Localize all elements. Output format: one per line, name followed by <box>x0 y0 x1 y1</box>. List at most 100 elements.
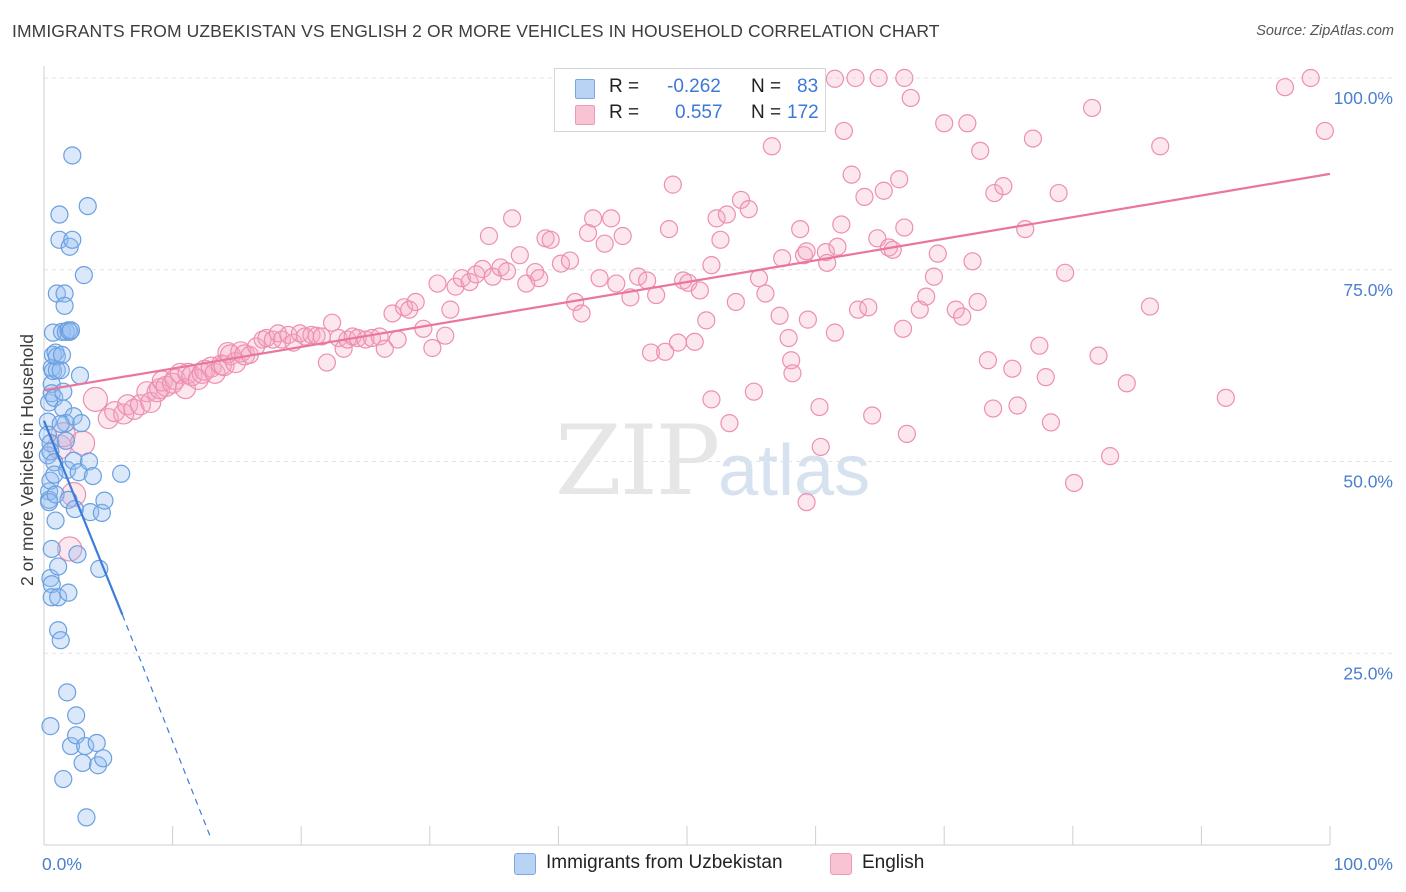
data-point-uzbekistan <box>63 146 82 165</box>
data-point-uzbekistan <box>56 414 75 433</box>
data-point-uzbekistan <box>70 366 90 385</box>
data-point-english <box>1041 413 1061 432</box>
data-point-english <box>782 351 801 370</box>
data-point-english <box>613 226 632 246</box>
data-point-uzbekistan <box>49 557 68 576</box>
data-point-english <box>720 414 739 433</box>
data-point-english <box>317 353 337 372</box>
data-point-uzbekistan <box>54 399 73 418</box>
data-point-english <box>1082 98 1102 118</box>
tick-labels: 25.0% 50.0% 75.0% 100.0% 0.0% 100.0% <box>42 88 1393 874</box>
data-point-english <box>901 88 920 108</box>
data-point-english <box>978 351 998 370</box>
y-tick-label: 100.0% <box>1334 88 1393 108</box>
data-point-english <box>560 251 580 270</box>
x-tick-label: 0.0% <box>42 854 82 874</box>
data-point-english <box>762 137 781 156</box>
data-point-english <box>479 226 499 246</box>
data-point-english <box>428 274 447 293</box>
data-point-english <box>874 181 893 200</box>
data-point-english <box>1089 346 1108 365</box>
trend-line-uzbekistan <box>42 420 124 616</box>
data-point-english <box>749 269 769 288</box>
data-point-english <box>963 252 982 271</box>
data-point-uzbekistan <box>49 588 68 607</box>
data-point-english <box>1216 388 1235 407</box>
data-point-english <box>1030 336 1049 355</box>
data-point-uzbekistan <box>56 431 75 450</box>
data-point-english <box>1049 183 1068 203</box>
data-point-english <box>584 209 603 228</box>
legend-label-english: English <box>862 852 925 873</box>
data-point-english <box>602 209 621 228</box>
data-point-english <box>483 267 502 286</box>
legend-swatch-uzbekistan <box>514 853 536 875</box>
data-point-english <box>779 328 798 348</box>
data-point-uzbekistan <box>61 321 81 340</box>
data-point-uzbekistan <box>94 749 113 768</box>
data-point-english <box>82 386 109 412</box>
data-point-english <box>1100 447 1120 466</box>
data-point-english <box>1055 263 1075 282</box>
data-point-english <box>717 205 736 224</box>
data-point-uzbekistan <box>77 808 96 827</box>
data-point-english <box>726 292 745 312</box>
data-point-english <box>204 362 226 384</box>
data-point-uzbekistan <box>51 631 70 650</box>
data-point-uzbekistan <box>46 511 65 530</box>
data-point-uzbekistan <box>52 345 72 364</box>
data-point-english <box>1023 129 1043 148</box>
data-point-uzbekistan <box>58 683 77 702</box>
data-point-uzbekistan <box>51 361 70 380</box>
data-point-english <box>846 68 865 88</box>
trend-lines <box>42 172 1331 840</box>
legend-r-value-english: 0.557 <box>675 102 723 123</box>
data-point-uzbekistan <box>50 205 69 224</box>
data-point-english <box>731 190 751 210</box>
data-point-english <box>629 267 648 286</box>
data-point-english <box>739 200 758 219</box>
y-tick-label: 50.0% <box>1343 472 1393 492</box>
data-point-english <box>1151 137 1170 156</box>
data-point-english <box>971 141 990 160</box>
data-point-english <box>1003 359 1022 378</box>
data-point-english <box>924 267 944 286</box>
data-point-english <box>388 330 407 349</box>
data-point-english <box>414 319 433 338</box>
data-point-english <box>406 292 425 312</box>
data-point-uzbekistan <box>50 230 69 249</box>
legend-n-label: N = <box>751 102 782 123</box>
x-tick-label: 100.0% <box>1334 854 1393 874</box>
data-point-uzbekistan <box>95 491 114 510</box>
data-point-english <box>503 209 522 228</box>
data-point-english <box>797 242 816 261</box>
data-point-english <box>744 382 763 401</box>
data-point-english <box>895 218 914 237</box>
data-point-english <box>707 209 726 228</box>
data-point-english <box>928 244 947 263</box>
data-point-uzbekistan <box>55 296 74 315</box>
data-point-uzbekistan <box>112 464 131 483</box>
data-point-english <box>832 215 851 234</box>
legend-r-label: R = <box>609 102 640 123</box>
data-point-english <box>375 339 394 358</box>
data-point-english <box>1140 297 1160 316</box>
data-point-english <box>441 300 460 319</box>
source-label: Source: ZipAtlas.com <box>1256 23 1394 39</box>
data-point-english <box>825 323 844 342</box>
data-point-uzbekistan <box>72 414 91 433</box>
data-point-english <box>985 183 1004 203</box>
data-point-english <box>595 234 614 253</box>
data-point-english <box>770 306 789 325</box>
data-point-uzbekistan <box>52 322 72 341</box>
data-point-uzbekistan <box>68 545 87 564</box>
chart-title: IMMIGRANTS FROM UZBEKISTAN VS ENGLISH 2 … <box>12 21 940 41</box>
data-point-english <box>828 237 847 256</box>
data-point-english <box>656 342 675 361</box>
data-point-english <box>855 187 874 206</box>
english-points <box>46 68 1334 562</box>
data-point-english <box>1064 473 1084 493</box>
data-point-uzbekistan <box>78 196 97 216</box>
grid-lines <box>44 77 1392 654</box>
